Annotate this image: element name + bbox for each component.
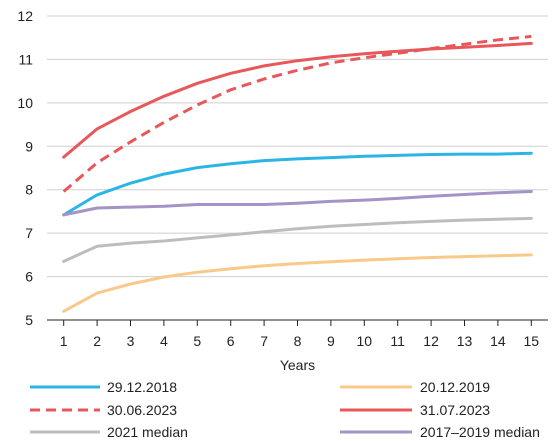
y-tick-label: 12 [17,8,33,24]
x-tick-label: 11 [390,333,405,349]
legend-label-0: 29.12.2018 [107,379,177,395]
x-tick-label: 6 [227,333,235,349]
x-axis-title: Years [280,357,315,373]
y-tick-label: 9 [25,138,33,154]
legend-label-1: 20.12.2019 [420,379,490,395]
legend-label-5: 2017–2019 median [420,424,540,440]
series-line-0 [62,151,533,217]
legend: 29.12.2018 20.12.2019 30.06.2023 31.07.2023… [30,379,540,440]
legend-label-2: 30.06.2023 [107,402,177,418]
legend-label-4: 2021 median [107,424,188,440]
x-tick-label: 3 [127,333,135,349]
y-tick-label: 11 [18,51,33,67]
x-tick-label: 9 [327,333,335,349]
series-line-2 [62,34,532,193]
series-line-5 [62,190,533,217]
gridlines [47,15,548,278]
x-tick-label: 14 [490,333,506,349]
y-tick-label: 8 [25,182,33,198]
x-axis-ticks: 1 2 3 4 5 6 7 8 9 10 11 12 13 14 15 [60,320,539,349]
series-line-1 [62,253,533,313]
y-tick-label: 10 [17,95,33,111]
y-tick-label: 6 [25,269,33,285]
x-tick-label: 10 [357,333,373,349]
x-tick-label: 5 [193,333,201,349]
x-tick-label: 13 [457,333,473,349]
x-tick-label: 1 [60,333,68,349]
y-axis-ticks: 5 6 7 8 9 10 11 12 [17,8,33,328]
x-tick-label: 7 [260,333,268,349]
y-tick-label: 5 [25,312,33,328]
x-tick-label: 8 [294,333,302,349]
legend-label-3: 31.07.2023 [420,402,490,418]
series-line-4 [62,216,533,263]
series-lines [62,34,533,313]
x-tick-label: 12 [423,333,439,349]
x-tick-label: 4 [160,333,168,349]
y-tick-label: 7 [25,225,33,241]
series-line-3 [62,41,533,159]
x-tick-label: 15 [524,333,540,349]
x-tick-label: 2 [93,333,101,349]
